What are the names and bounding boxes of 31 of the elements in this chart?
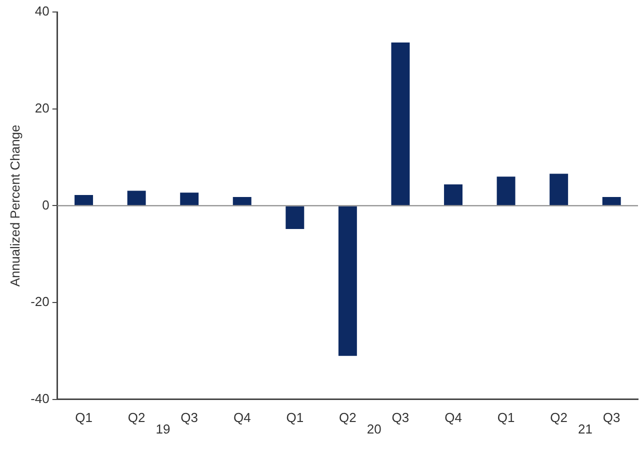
bar	[232, 196, 252, 206]
x-tick-label: Q4	[233, 410, 251, 425]
bar	[391, 42, 410, 206]
bar	[496, 176, 516, 206]
bar	[550, 174, 568, 206]
x-tick-label: Q2	[339, 410, 356, 425]
bar	[602, 196, 621, 206]
x-tick-label: Q3	[602, 410, 620, 425]
x-tick-label: Q4	[444, 410, 462, 425]
x-tick-label: Q1	[286, 410, 304, 425]
x-tick-label: Q3	[180, 410, 198, 425]
bar	[127, 190, 146, 206]
bar	[338, 206, 357, 356]
text: 21	[578, 421, 592, 436]
bar	[180, 192, 199, 206]
bar	[286, 206, 304, 229]
y-tick-label: -40	[30, 390, 50, 406]
text: 20	[366, 421, 382, 436]
bar	[444, 184, 462, 206]
y-tick-label: -20	[30, 294, 50, 310]
text: 19	[156, 421, 170, 436]
y-tick-label: 40	[34, 4, 50, 19]
y-axis-title: Annualized Percent Change	[7, 124, 22, 287]
bar	[74, 195, 94, 206]
x-tick-label: Q1	[75, 410, 92, 425]
x-tick-label: Q3	[392, 410, 410, 425]
x-tick-label: Q2	[128, 410, 146, 425]
x-tick-label: Q1	[497, 410, 515, 425]
y-tick-label: 20	[34, 100, 50, 116]
y-tick-label: 0	[42, 197, 50, 212]
x-tick-label: Q2	[550, 410, 568, 425]
